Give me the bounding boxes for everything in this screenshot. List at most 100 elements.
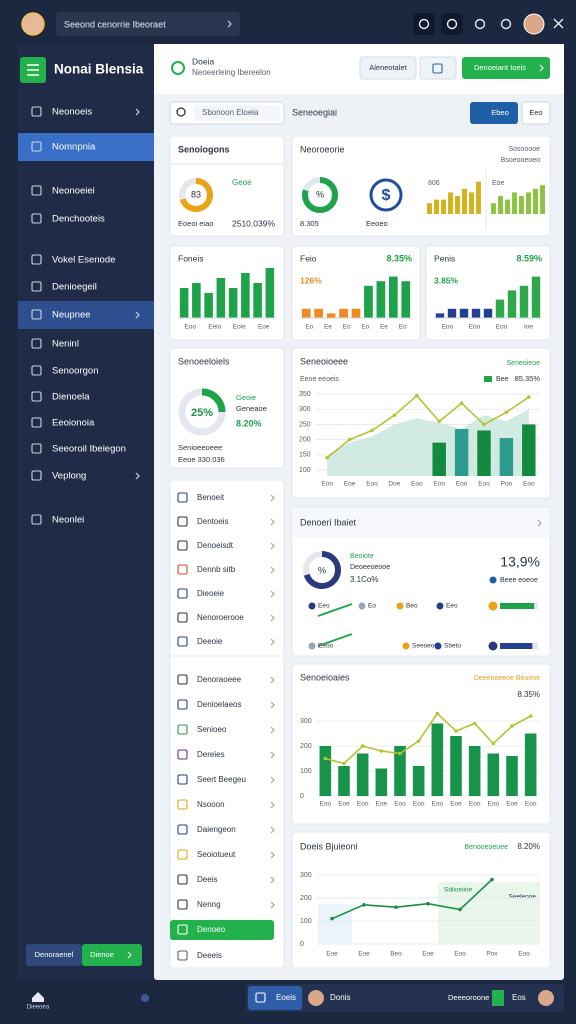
kpi-label: Geneaoe xyxy=(236,404,267,413)
close-icon[interactable] xyxy=(553,18,564,29)
x-tick-label: Eo xyxy=(399,324,407,331)
nav-item[interactable]: Nomnpnia xyxy=(52,142,96,153)
toolbar-button-label[interactable]: Ebeo xyxy=(491,108,509,117)
card-title: Penis xyxy=(434,253,455,263)
legend-dot xyxy=(308,642,316,650)
list-item[interactable]: Dereies xyxy=(197,750,225,759)
sidebar-button-label[interactable]: Denoraenel xyxy=(35,950,74,959)
bar xyxy=(412,766,425,796)
list-item[interactable]: Denoraoeee xyxy=(197,675,242,684)
list-item[interactable]: Dentoeis xyxy=(197,517,229,526)
legend-dot xyxy=(489,576,497,584)
bar xyxy=(468,746,481,796)
nav-item[interactable]: Vokel Esenode xyxy=(52,255,115,266)
icon xyxy=(177,924,188,935)
primary-button xyxy=(462,57,550,79)
primary-label[interactable]: Denoeiant Ioeis xyxy=(474,63,526,72)
chevron xyxy=(270,876,275,884)
nav-item[interactable]: Neonlei xyxy=(52,515,84,526)
toolbar-icon[interactable] xyxy=(469,13,491,35)
nav-item[interactable]: Denioegeil xyxy=(52,282,97,293)
search-box xyxy=(56,12,240,36)
nav-item[interactable]: Veplong xyxy=(52,471,86,482)
list-item[interactable]: Dennb sitb xyxy=(197,565,236,574)
toolbar-button-2-label[interactable]: Eeo xyxy=(529,108,542,117)
card xyxy=(169,479,285,969)
card-title: Doeis Bjuieoni xyxy=(300,841,358,851)
bar xyxy=(487,753,500,796)
y-tick-label: 250 xyxy=(299,421,311,428)
list-item[interactable]: Denoeisdt xyxy=(197,541,234,550)
icon xyxy=(177,674,188,685)
icon xyxy=(177,516,188,527)
x-tick-label: Eoo xyxy=(496,324,508,331)
nav-item[interactable]: Eeoionoia xyxy=(52,418,95,429)
list-item[interactable]: Seert Beegeu xyxy=(197,775,246,784)
icon xyxy=(177,564,188,575)
sidebar-toggle xyxy=(82,944,142,966)
icon xyxy=(31,417,42,428)
action-label[interactable]: Aleneotalet xyxy=(369,63,407,72)
sidebar xyxy=(18,44,154,980)
icon-glyph xyxy=(500,18,512,30)
nav-item[interactable]: Dienoela xyxy=(52,392,90,403)
x-tick-label: Eoe xyxy=(376,801,388,808)
bottom-avatar-2 xyxy=(538,990,554,1006)
bottom-panel xyxy=(246,984,564,1012)
nav-item[interactable]: Neupnee xyxy=(52,310,91,321)
nav-item[interactable]: Senoorgon xyxy=(52,366,98,377)
kpi-caption: Senioeeoeee xyxy=(178,443,222,452)
bar xyxy=(469,192,474,214)
card-title: Denoeri Ibaiet xyxy=(300,517,357,527)
nav-item[interactable]: Neninl xyxy=(52,339,79,350)
list-item[interactable]: Denioelaeos xyxy=(197,700,241,709)
icon xyxy=(177,699,188,710)
list-item[interactable]: Senioeo xyxy=(197,725,227,734)
x-tick-label: Eoo xyxy=(488,801,500,808)
x-tick-label: Poo xyxy=(501,481,513,488)
list-item[interactable]: Dieoeie xyxy=(197,589,225,598)
home-icon[interactable] xyxy=(32,992,44,1002)
x-tick-label: Eoo xyxy=(523,481,535,488)
x-tick-label: Eoo xyxy=(518,951,530,958)
sidebar-toggle-label[interactable]: Dienoe xyxy=(90,950,114,959)
nav-item[interactable]: Neonoeiei xyxy=(52,186,95,197)
list-item[interactable]: Deeis xyxy=(197,875,217,884)
progress-bar xyxy=(500,603,535,609)
nav-item[interactable]: Seeoroil Ibeiegon xyxy=(52,444,126,455)
card-title: Seneoioeee xyxy=(300,356,348,366)
toolbar-icon[interactable] xyxy=(441,13,463,35)
x-tick-label: Eoo xyxy=(454,951,466,958)
nav-item[interactable]: Denchooteis xyxy=(52,214,105,225)
line-point xyxy=(490,877,494,882)
list-item-active[interactable]: Denoeo xyxy=(197,925,226,934)
icon-button xyxy=(419,56,457,80)
y-tick-label: 350 xyxy=(299,391,311,398)
list-item[interactable]: Seoiotueut xyxy=(197,850,236,859)
list-item[interactable]: Deeoie xyxy=(197,637,223,646)
bar xyxy=(339,308,348,318)
card-header xyxy=(292,508,550,538)
toolbar-icon[interactable] xyxy=(413,13,435,35)
avatar[interactable] xyxy=(21,12,45,36)
nav-item[interactable]: Neonoeis xyxy=(52,107,92,118)
list-item[interactable]: Nenoroerooe xyxy=(197,613,244,622)
header-icon xyxy=(171,61,185,75)
x-tick-label: Ee xyxy=(380,324,388,331)
bottom-button-label[interactable]: Eoeis xyxy=(276,993,296,1002)
search-placeholder[interactable]: Sbonoon Eloeia xyxy=(202,108,259,117)
list-item[interactable]: Benoeit xyxy=(197,493,225,502)
card-sub: 126% xyxy=(300,275,322,285)
list-item[interactable]: Nsooon xyxy=(197,800,225,809)
line-point xyxy=(394,905,398,909)
toolbar-icon[interactable] xyxy=(495,13,517,35)
list-item[interactable]: Deeeis xyxy=(197,951,222,960)
list-item[interactable]: Nenng xyxy=(197,900,221,909)
user-avatar[interactable] xyxy=(523,13,545,35)
x-tick-label: Eoo xyxy=(184,324,196,331)
bar xyxy=(431,723,444,796)
chevron xyxy=(270,542,275,550)
list-item[interactable]: Daiengeon xyxy=(197,825,236,834)
y-tick-label: 200 xyxy=(300,895,312,902)
bottom-indicator xyxy=(492,990,504,1006)
